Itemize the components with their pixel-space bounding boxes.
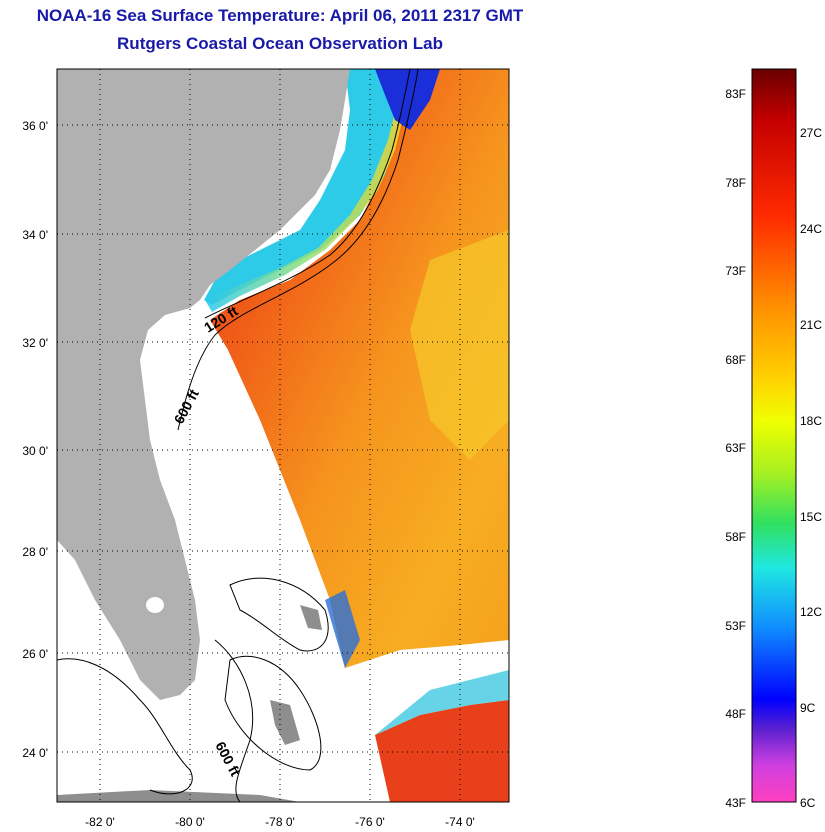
cb-c-9: 9C xyxy=(800,701,816,715)
contour-120ft xyxy=(204,69,411,319)
cb-c-12: 12C xyxy=(800,605,822,619)
lon-tick-76: -76 0' xyxy=(355,815,385,829)
cb-c-15: 15C xyxy=(800,510,822,524)
cb-c-21: 21C xyxy=(800,318,822,332)
contour-florida-shelf xyxy=(57,658,193,795)
land-us-coast xyxy=(57,69,350,700)
sst-coldspot-south xyxy=(325,590,360,668)
colorbar-fahrenheit-labels: 83F 78F 73F 68F 63F 58F 53F 48F 43F xyxy=(725,87,746,810)
cb-f-68: 68F xyxy=(725,353,746,367)
sst-swath xyxy=(210,69,509,668)
sst-south-patch xyxy=(375,700,509,802)
sst-cold-north xyxy=(375,69,440,130)
colorbar-celsius-labels: 27C 24C 21C 18C 15C 12C 9C 6C xyxy=(800,126,822,810)
lat-tick-28: 28 0' xyxy=(22,545,48,559)
cb-c-27: 27C xyxy=(800,126,822,140)
cb-c-24: 24C xyxy=(800,222,822,236)
cb-f-73: 73F xyxy=(725,264,746,278)
lat-tick-32: 32 0' xyxy=(22,336,48,350)
map-grid xyxy=(57,69,509,802)
sst-coastal-band xyxy=(204,69,400,305)
sst-south-teal xyxy=(375,670,509,735)
lat-tick-30: 30 0' xyxy=(22,444,48,458)
cb-f-53: 53F xyxy=(725,619,746,633)
land-bahamas-2 xyxy=(270,700,300,745)
lat-tick-36: 36 0' xyxy=(22,119,48,133)
map-area: 120 ft 600 ft 600 ft xyxy=(57,69,509,802)
cb-f-43: 43F xyxy=(725,796,746,810)
cb-f-48: 48F xyxy=(725,707,746,721)
sst-shelf-band xyxy=(205,100,405,312)
lat-tick-34: 34 0' xyxy=(22,228,48,242)
lon-tick-80: -80 0' xyxy=(175,815,205,829)
lake-okeechobee xyxy=(146,597,164,613)
lon-tick-78: -78 0' xyxy=(265,815,295,829)
colorbar xyxy=(751,68,797,803)
map-frame xyxy=(56,68,510,803)
lon-tick-74: -74 0' xyxy=(445,815,475,829)
page-title: NOAA-16 Sea Surface Temperature: April 0… xyxy=(36,6,524,25)
lat-tick-26: 26 0' xyxy=(22,647,48,661)
lon-tick-labels: -82 0' -80 0' -78 0' -76 0' -74 0' xyxy=(85,815,475,829)
lon-tick-82: -82 0' xyxy=(85,815,115,829)
page-subtitle: Rutgers Coastal Ocean Observation Lab xyxy=(117,34,443,53)
cb-f-78: 78F xyxy=(725,176,746,190)
contour-bahamas xyxy=(229,577,329,652)
land-cuba xyxy=(57,790,300,802)
lat-tick-24: 24 0' xyxy=(22,746,48,760)
cb-f-63: 63F xyxy=(725,441,746,455)
land-bahamas-1 xyxy=(300,605,322,630)
contour-bahamas-2 xyxy=(224,655,322,771)
contour-600ft-north xyxy=(177,69,419,431)
cb-f-83: 83F xyxy=(725,87,746,101)
cb-f-58: 58F xyxy=(725,530,746,544)
lat-tick-labels: 24 0' 26 0' 28 0' 30 0' 32 0' 34 0' 36 0… xyxy=(22,119,48,760)
cb-c-18: 18C xyxy=(800,414,822,428)
cb-c-6: 6C xyxy=(800,796,816,810)
